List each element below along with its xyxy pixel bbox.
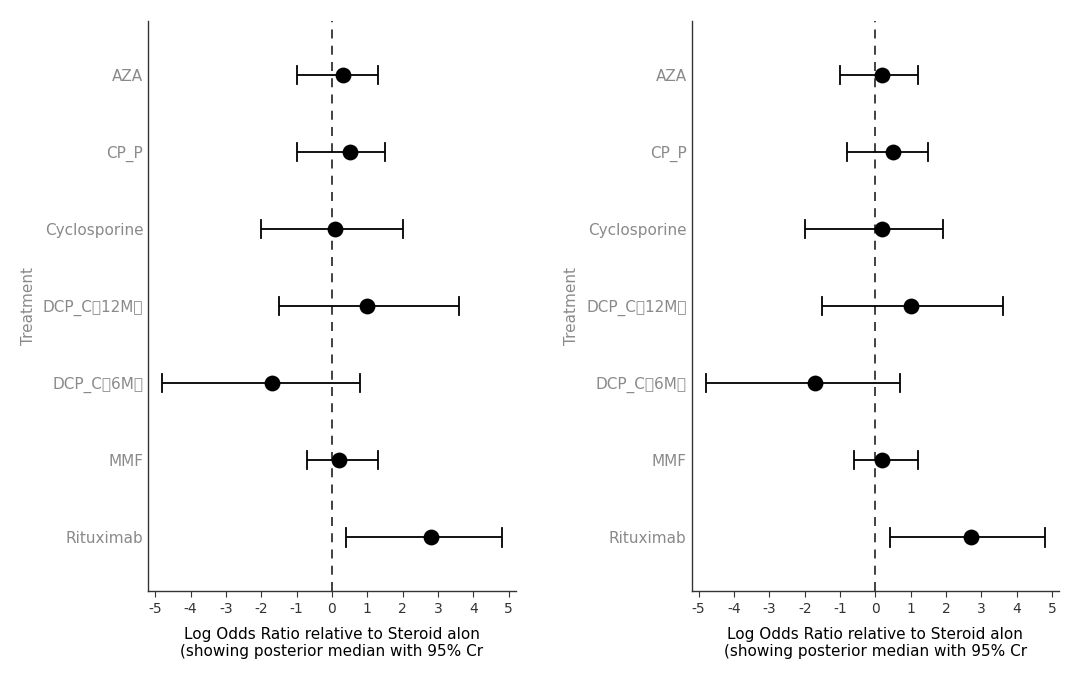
Point (874, 455, 891, 466)
Point (359, 301, 376, 311)
Y-axis label: Treatment: Treatment (565, 267, 579, 345)
Point (334, 69, 351, 80)
Point (327, 224, 345, 235)
X-axis label: Log Odds Ratio relative to Steroid alon
(showing posterior median with 95% Cr: Log Odds Ratio relative to Steroid alon … (724, 627, 1027, 659)
Point (807, 377, 824, 388)
Point (902, 301, 919, 311)
Point (885, 146, 902, 157)
Point (422, 532, 440, 543)
Point (874, 224, 891, 235)
Point (264, 377, 281, 388)
Point (962, 532, 980, 543)
Point (874, 69, 891, 80)
Y-axis label: Treatment: Treatment (21, 267, 36, 345)
X-axis label: Log Odds Ratio relative to Steroid alon
(showing posterior median with 95% Cr: Log Odds Ratio relative to Steroid alon … (180, 627, 484, 659)
Point (330, 455, 348, 466)
Point (341, 146, 359, 157)
